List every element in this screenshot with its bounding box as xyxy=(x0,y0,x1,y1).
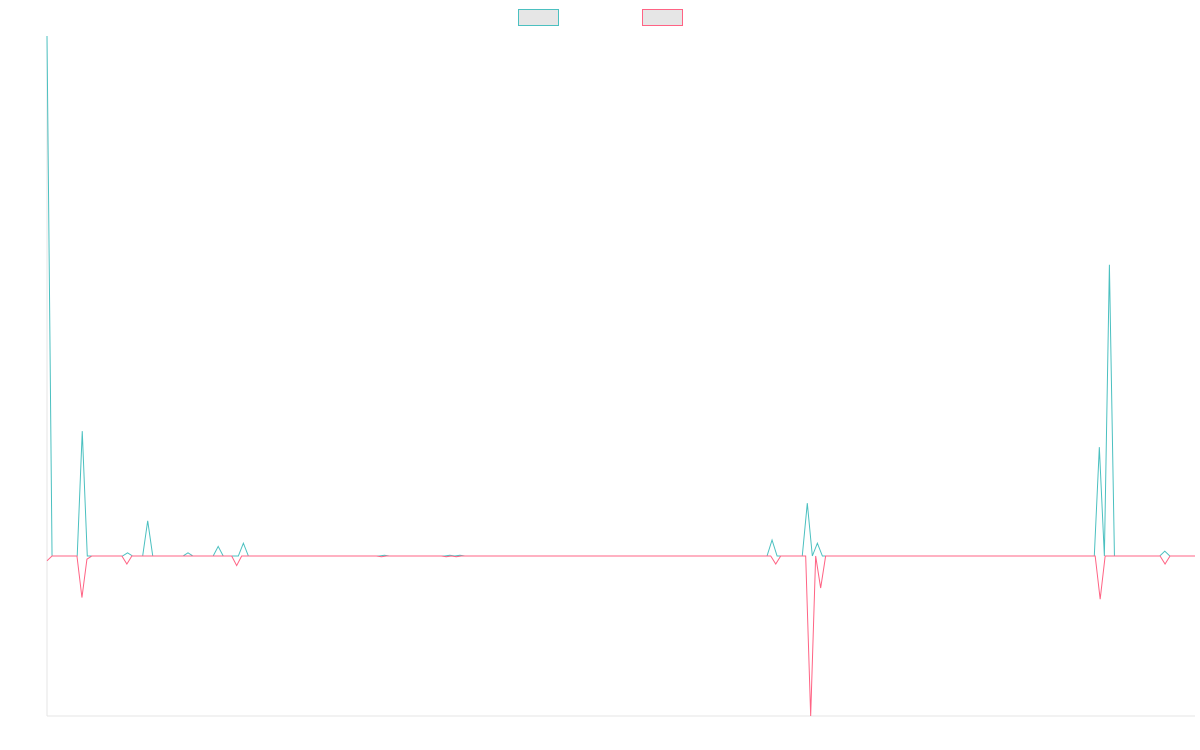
legend-swatch-1 xyxy=(642,9,683,26)
series-line-1 xyxy=(46,555,1195,717)
series-line-0 xyxy=(46,35,1195,557)
legend-swatch-0 xyxy=(518,9,559,26)
axes xyxy=(46,36,1195,717)
legend-item-0 xyxy=(518,9,559,26)
plot-area xyxy=(46,35,1195,717)
legend-item-1 xyxy=(642,9,683,26)
legend xyxy=(518,9,683,26)
